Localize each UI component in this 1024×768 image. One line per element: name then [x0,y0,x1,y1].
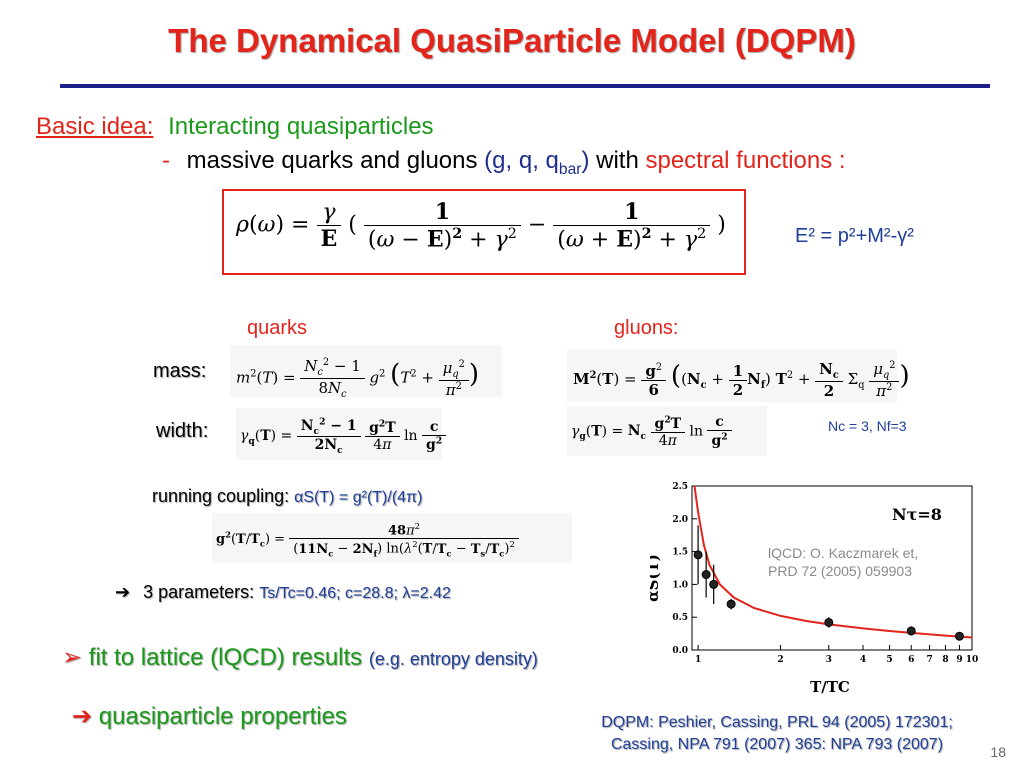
running-coupling-row: running coupling: αS(T) = g²(T)/(4π) [152,486,422,507]
qp-row: ➔ quasiparticle properties [72,702,347,731]
x-tick-label: 2 [777,655,783,665]
data-point [906,626,916,636]
x-tick-label: 6 [908,655,914,665]
with-text: with [596,147,639,174]
data-point [954,631,964,641]
x-tick-label: 9 [956,655,962,665]
x-tick-label: 4 [860,655,866,665]
mass-label: mass: [153,360,207,382]
basic-idea-text: Interacting quasiparticles [168,113,434,140]
fit-label: fit to lattice (lQCD) results [88,644,363,671]
page-number: 18 [990,744,1006,760]
x-tick-label: 3 [826,655,832,665]
x-tick-label: 8 [942,655,948,665]
x-tick-label: 1 [695,655,701,665]
particle-list-sub: bar [558,160,582,178]
y-tick-label: 1.5 [672,548,688,558]
quarks-heading: quarks [247,317,308,339]
parameters-row: ➔ 3 parameters: Ts/Tc=0.46; c=28.8; λ=2.… [115,582,451,603]
qp-arrow-icon: ➔ [72,703,93,730]
fit-example: (e.g. entropy density) [368,649,538,669]
gluon-width-equation: γg(T) = Nc g2T 4π ln c g2 [567,406,767,456]
fit-curve-line [693,485,973,639]
title-underline [60,84,990,88]
chart-y-label: αS(T) [650,554,662,602]
data-point [693,550,703,560]
basic-idea-row: Basic idea: Interacting quasiparticles [36,113,434,141]
fit-row: ➢ fit to lattice (lQCD) results (e.g. en… [62,643,538,672]
dash-bullet: - [162,147,170,174]
qp-label: quasiparticle properties [98,703,347,730]
y-tick-label: 0.5 [672,613,688,623]
x-tick-label: 10 [966,655,979,665]
parameters-label: 3 parameters: [143,582,255,602]
data-point [726,599,736,609]
chart-legend-line1: lQCD: O. Kaczmarek et, [768,545,918,561]
quark-mass-equation: m2(T) = Nc2 − 1 8Nc g2 (T2 + μq2 π2) [230,345,502,400]
running-coupling-label: running coupling: [152,486,290,506]
width-label: width: [156,420,209,442]
alpha-s-chart: 0.0 0.5 1.0 1.5 2.0 2.5 1 2 3 4 5 6 7 8 9 10 Nτ=8 lQCD:… [644,478,980,706]
particle-list-close: ) [581,147,590,174]
parameters-arrow-icon: ➔ [115,582,131,602]
reference-line-2: Cassing, NPA 791 (2007) 365: NPA 793 (20… [610,736,944,753]
data-point [701,570,711,580]
data-point [824,617,834,627]
chart-x-label: T/TC [810,678,850,696]
massive-quarks-row: - massive quarks and gluons (g, q, qbar)… [162,147,846,179]
coupling-equation: g2(T/Tc) = 48π2 (11Nc − 2Nf) ln(λ2(T/Tc −… [212,513,572,563]
y-tick-label: 2.5 [672,482,688,492]
y-tick-label: 1.0 [672,580,688,590]
chart-legend-line2: PRD 72 (2005) 059903 [768,563,912,579]
gluons-heading: gluons: [614,317,679,339]
particle-list: (g, q, qbar) [484,147,590,178]
energy-relation: E² = p²+M²-γ² [795,225,914,247]
chart-plot-frame [691,485,973,651]
massive-text: massive quarks and gluons [186,147,478,174]
chart-annotation: Nτ=8 [892,505,942,524]
gluon-mass-equation: M2(T) = g2 6 ((Nc + 1 2 Nf) T2 + Nc 2 Σq μq2… [567,350,910,402]
triangle-bullet-icon: ➢ [62,644,83,671]
parameters-values: Ts/Tc=0.46; c=28.8; λ=2.42 [259,585,451,602]
alpha-s-chart-svg: 0.0 0.5 1.0 1.5 2.0 2.5 1 2 3 4 5 6 7 8 9 10 Nτ=8 lQCD:… [644,482,979,696]
particle-list-main: (g, q, q [484,147,559,174]
reference-line-1: DQPM: Peshier, Cassing, PRL 94 (2005) 17… [601,714,953,731]
y-tick-label: 0.0 [672,646,688,656]
slide-title: The Dynamical QuasiParticle Model (DQPM) [168,22,856,59]
quark-width-equation: γq(T) = Nc2 − 1 2Nc g2T 4π ln c g2 [236,408,447,460]
nc-nf-values: Nc = 3, Nf=3 [828,418,907,434]
y-tick-label: 2.0 [672,515,688,525]
basic-idea-label: Basic idea: [36,113,154,140]
x-tick-label: 5 [886,655,892,665]
x-tick-label: 7 [926,655,932,665]
reference-footer: DQPM: Peshier, Cassing, PRL 94 (2005) 17… [577,712,977,756]
running-coupling-formula: αS(T) = g²(T)/(4π) [294,489,423,506]
data-point [709,579,719,589]
spectral-functions-text: spectral functions : [645,147,846,174]
